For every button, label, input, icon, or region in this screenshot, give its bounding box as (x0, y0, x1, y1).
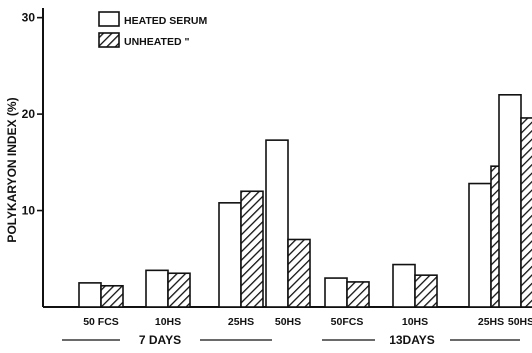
bar-heated (324, 277, 348, 308)
category-label: 50FCS (331, 316, 364, 328)
category-label: 50HS (508, 316, 532, 328)
category-label: 25HS (228, 316, 254, 328)
y-axis-label: POLYKARYON INDEX (%) (5, 97, 19, 242)
category-label: 10HS (402, 316, 428, 328)
legend-label-heated: HEATED SERUM (124, 15, 207, 27)
group-label: 13DAYS (389, 333, 435, 347)
y-tick-label: 30 (22, 11, 36, 25)
bar-unheated (240, 190, 264, 308)
bar-heated (265, 139, 289, 308)
bars (78, 94, 532, 308)
bar-unheated (346, 281, 370, 308)
bar-unheated (100, 284, 124, 308)
bar-unheated (414, 274, 438, 308)
bar-unheated (520, 117, 532, 308)
bar-heated (392, 263, 416, 308)
legend-swatch-heated (98, 11, 120, 27)
legend-label-unheated: UNHEATED " (124, 36, 189, 48)
bar-heated (145, 269, 169, 308)
bar-heated (78, 282, 102, 308)
legend-swatch-unheated (98, 32, 120, 48)
category-label: 50HS (275, 316, 301, 328)
group-labels: 7 DAYS 13DAYS (62, 333, 520, 347)
y-tick-label: 20 (22, 107, 36, 121)
bar-unheated (167, 272, 191, 308)
legend: HEATED SERUM UNHEATED " (98, 11, 207, 48)
y-tick-label: 10 (22, 204, 36, 218)
category-label: 50 FCS (83, 316, 119, 328)
category-label: 25HS (478, 316, 504, 328)
category-labels: 50 FCS 10HS 25HS 50HS 50FCS 10HS 25HS 50HS (83, 316, 532, 328)
bar-heated (218, 202, 242, 308)
bar-unheated (287, 238, 311, 308)
bar-heated (498, 94, 522, 308)
group-label: 7 DAYS (139, 333, 181, 347)
category-label: 10HS (155, 316, 181, 328)
bar-heated (468, 182, 492, 308)
y-ticks: 10 20 30 (22, 11, 43, 218)
